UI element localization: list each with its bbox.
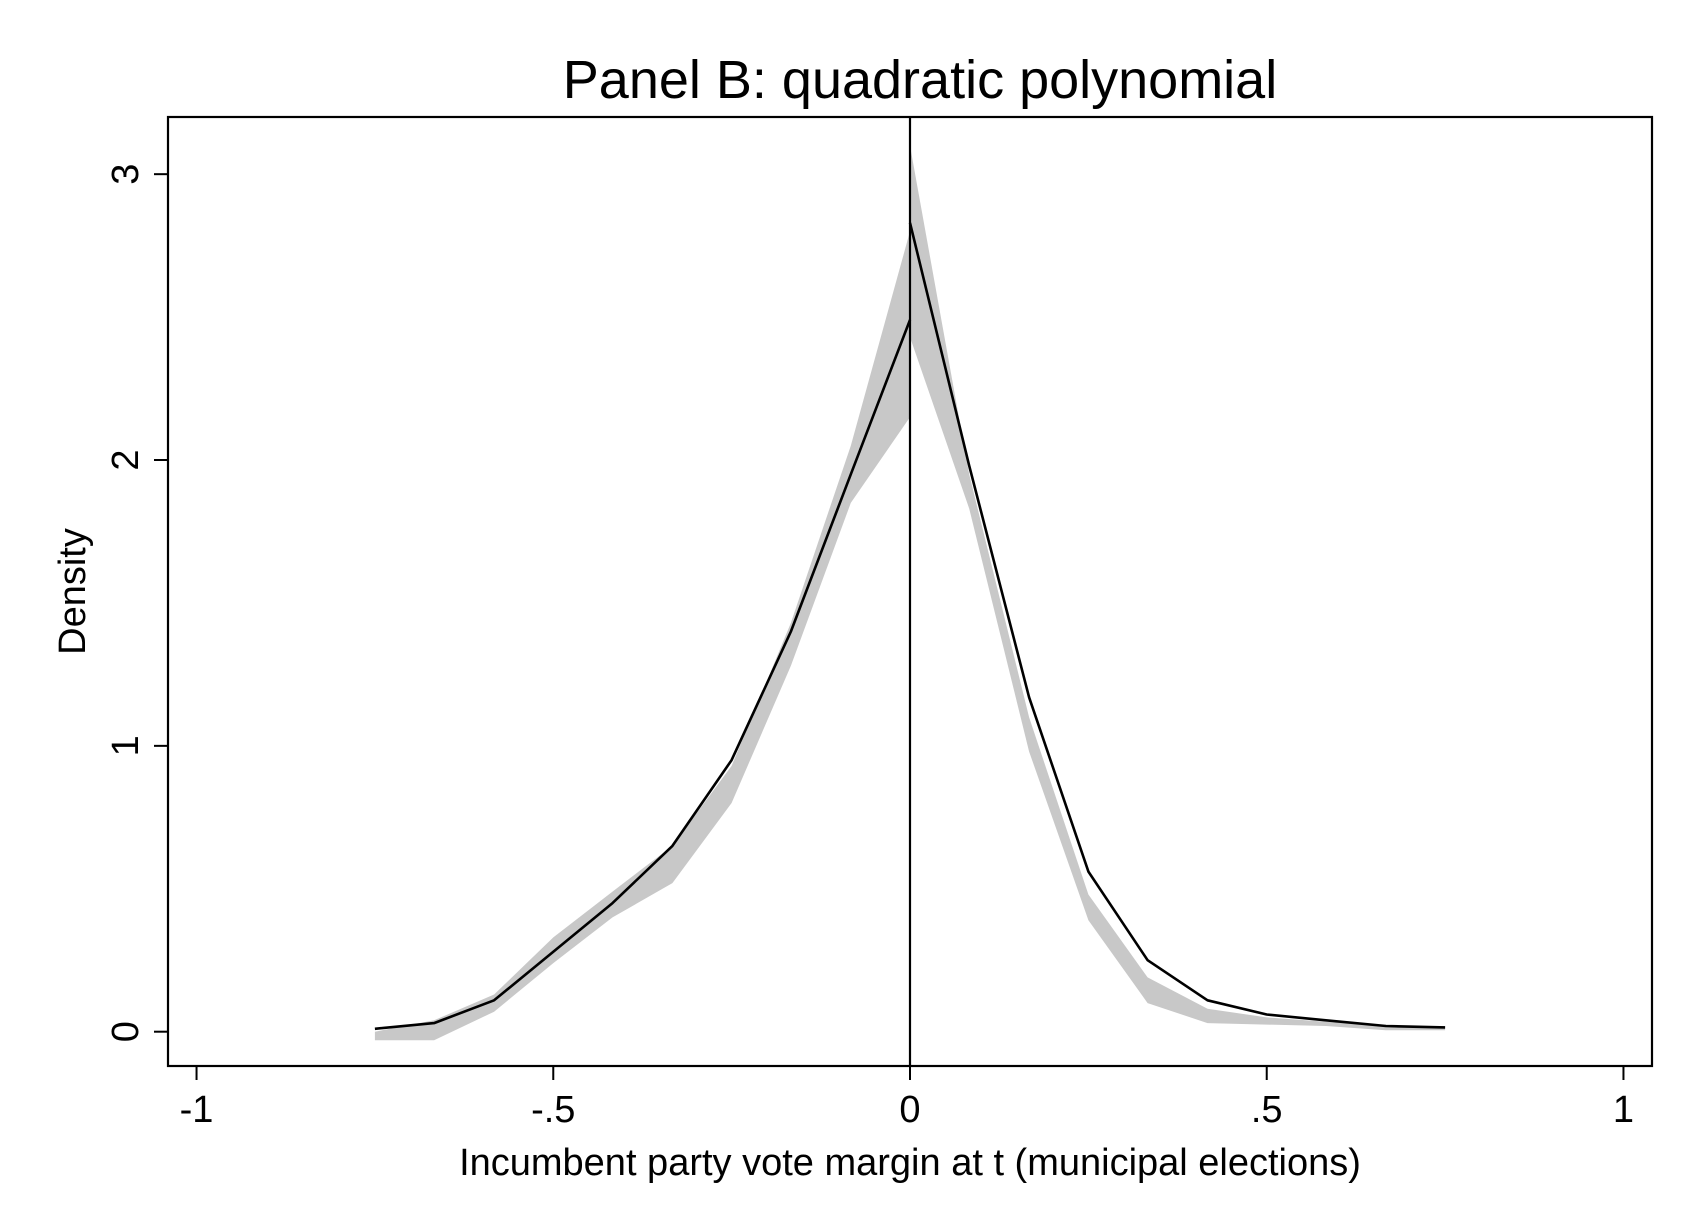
y-tick-label: 1: [105, 735, 147, 756]
y-tick-label: 2: [105, 449, 147, 470]
x-tick-label: .5: [1251, 1089, 1283, 1131]
x-tick-label: 0: [899, 1089, 920, 1131]
confidence-band-left: [374, 231, 910, 1041]
density-line-right: [908, 222, 1446, 1029]
x-axis-title: Incumbent party vote margin at t (munici…: [459, 1142, 1361, 1184]
confidence-band-right: [910, 145, 1446, 1031]
y-axis-title: Density: [52, 528, 94, 655]
x-tick-label: -.5: [531, 1089, 575, 1131]
density-line-left: [374, 319, 912, 1031]
x-tick-label: -1: [180, 1089, 214, 1131]
chart-title: Panel B: quadratic polynomial: [563, 50, 1277, 110]
x-tick-label: 1: [1613, 1089, 1634, 1131]
plot-area: 0 1 2 3 -1 -.5 0 .5 1: [105, 115, 1654, 1131]
y-tick-label: 3: [105, 164, 147, 185]
y-tick-label: 0: [105, 1021, 147, 1042]
